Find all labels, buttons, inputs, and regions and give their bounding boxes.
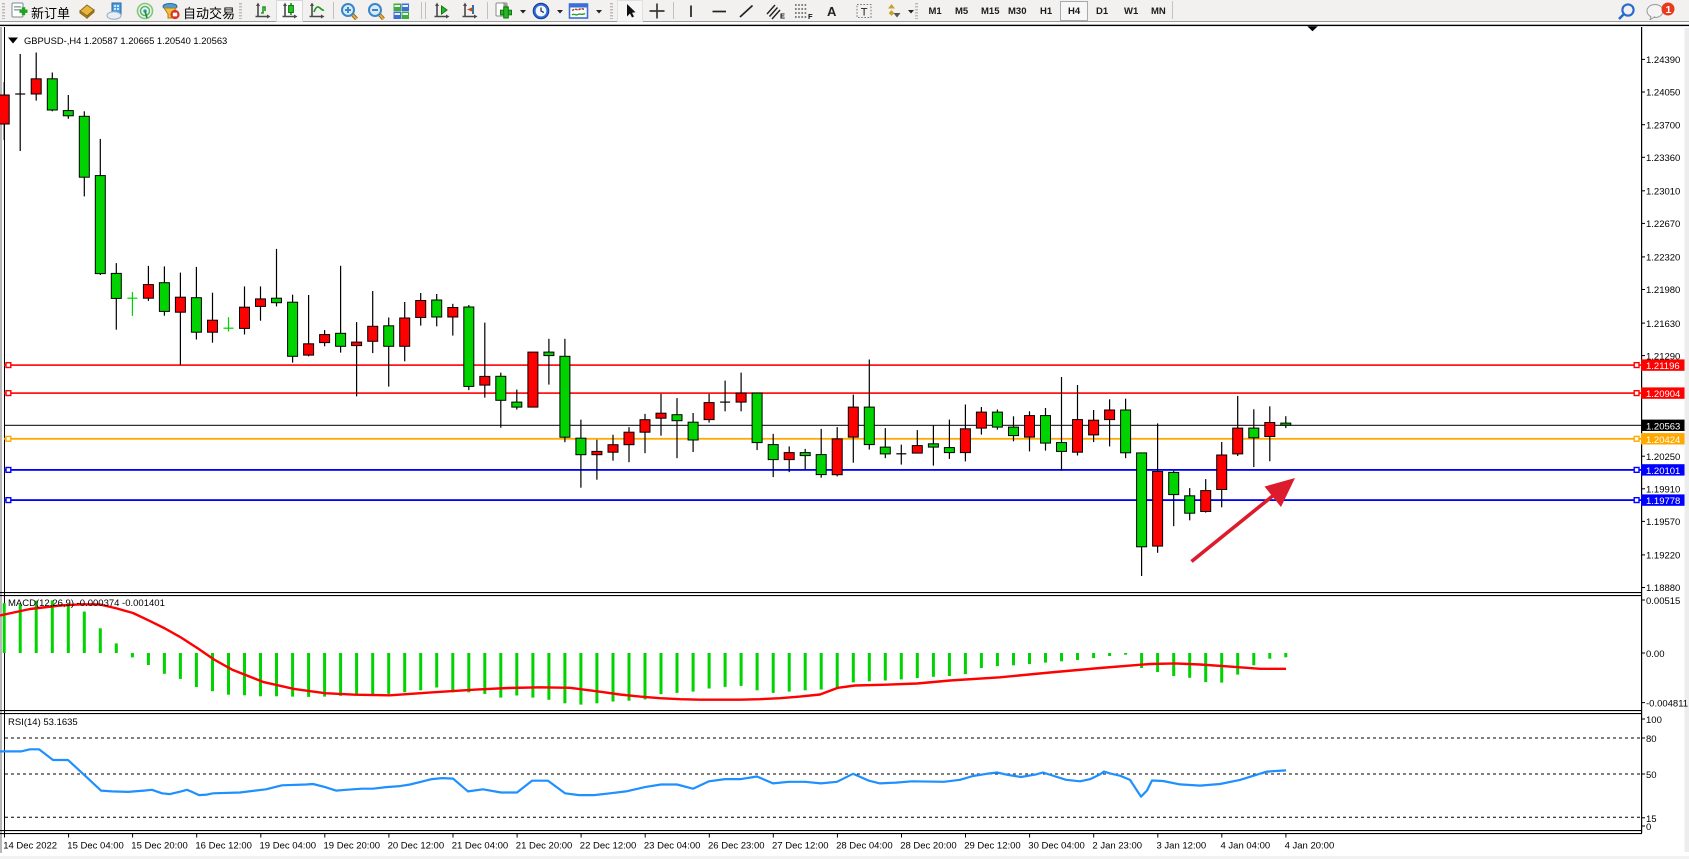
svg-text:21 Dec 04:00: 21 Dec 04:00	[452, 841, 509, 852]
svg-text:1.20250: 1.20250	[1646, 452, 1680, 463]
svg-text:1.23010: 1.23010	[1646, 187, 1680, 198]
svg-text:22 Dec 12:00: 22 Dec 12:00	[580, 841, 637, 852]
svg-text:F: F	[808, 12, 813, 20]
svg-text:1.20904: 1.20904	[1646, 389, 1680, 400]
svg-text:1: 1	[1666, 4, 1672, 16]
svg-text:14 Dec 2022: 14 Dec 2022	[3, 841, 57, 852]
svg-text:0.00: 0.00	[1646, 649, 1665, 660]
svg-text:23 Dec 04:00: 23 Dec 04:00	[644, 841, 701, 852]
svg-text:16 Dec 12:00: 16 Dec 12:00	[195, 841, 252, 852]
svg-text:1.21980: 1.21980	[1646, 285, 1680, 296]
svg-text:15 Dec 04:00: 15 Dec 04:00	[67, 841, 124, 852]
svg-text:19 Dec 04:00: 19 Dec 04:00	[260, 841, 317, 852]
svg-text:1.19570: 1.19570	[1646, 517, 1680, 528]
svg-text:1.19778: 1.19778	[1646, 496, 1680, 507]
svg-text:1.21196: 1.21196	[1646, 361, 1680, 372]
svg-text:15: 15	[1646, 814, 1657, 825]
svg-text:1.20424: 1.20424	[1646, 435, 1680, 446]
svg-text:1.18880: 1.18880	[1646, 583, 1680, 594]
svg-text:1.23700: 1.23700	[1646, 120, 1680, 131]
svg-text:4 Jan 04:00: 4 Jan 04:00	[1221, 841, 1271, 852]
svg-text:1.21290: 1.21290	[1646, 351, 1680, 362]
svg-text:2 Jan 23:00: 2 Jan 23:00	[1092, 841, 1142, 852]
svg-text:19 Dec 20:00: 19 Dec 20:00	[324, 841, 381, 852]
svg-text:0: 0	[1646, 822, 1651, 833]
svg-text:1.22320: 1.22320	[1646, 253, 1680, 264]
svg-text:1.19220: 1.19220	[1646, 551, 1680, 562]
svg-text:1.19910: 1.19910	[1646, 485, 1680, 496]
svg-text:80: 80	[1646, 734, 1657, 745]
svg-text:1.22670: 1.22670	[1646, 219, 1680, 230]
svg-text:27 Dec 12:00: 27 Dec 12:00	[772, 841, 829, 852]
svg-text:26 Dec 23:00: 26 Dec 23:00	[708, 841, 765, 852]
svg-text:MACD(12,26,9) -0.000374 -0.001: MACD(12,26,9) -0.000374 -0.001401	[8, 598, 165, 609]
svg-text:T: T	[861, 7, 868, 19]
svg-text:100: 100	[1646, 715, 1662, 726]
svg-text:30 Dec 04:00: 30 Dec 04:00	[1028, 841, 1085, 852]
svg-text:15 Dec 20:00: 15 Dec 20:00	[131, 841, 188, 852]
svg-text:28 Dec 04:00: 28 Dec 04:00	[836, 841, 893, 852]
svg-text:GBPUSD-,H4 1.20587 1.20665 1.: GBPUSD-,H4 1.20587 1.20665 1.20540 1.205…	[24, 35, 227, 46]
svg-text:4 Jan 20:00: 4 Jan 20:00	[1285, 841, 1335, 852]
svg-text:1.23360: 1.23360	[1646, 153, 1680, 164]
svg-text:RSI(14) 53.1635: RSI(14) 53.1635	[8, 717, 78, 728]
svg-text:28 Dec 20:00: 28 Dec 20:00	[900, 841, 957, 852]
svg-text:50: 50	[1646, 770, 1657, 781]
svg-text:E: E	[780, 12, 785, 21]
svg-text:-0.004811: -0.004811	[1646, 699, 1688, 710]
svg-text:1.20101: 1.20101	[1646, 466, 1680, 477]
svg-text:1.24390: 1.24390	[1646, 55, 1680, 66]
svg-text:3 Jan 12:00: 3 Jan 12:00	[1157, 841, 1207, 852]
svg-text:0.00515: 0.00515	[1646, 596, 1680, 607]
svg-text:29 Dec 12:00: 29 Dec 12:00	[964, 841, 1021, 852]
svg-text:1.24050: 1.24050	[1646, 88, 1680, 99]
svg-text:1.20563: 1.20563	[1646, 421, 1680, 432]
svg-text:1.21630: 1.21630	[1646, 319, 1680, 330]
svg-text:20 Dec 12:00: 20 Dec 12:00	[388, 841, 445, 852]
svg-text:21 Dec 20:00: 21 Dec 20:00	[516, 841, 573, 852]
